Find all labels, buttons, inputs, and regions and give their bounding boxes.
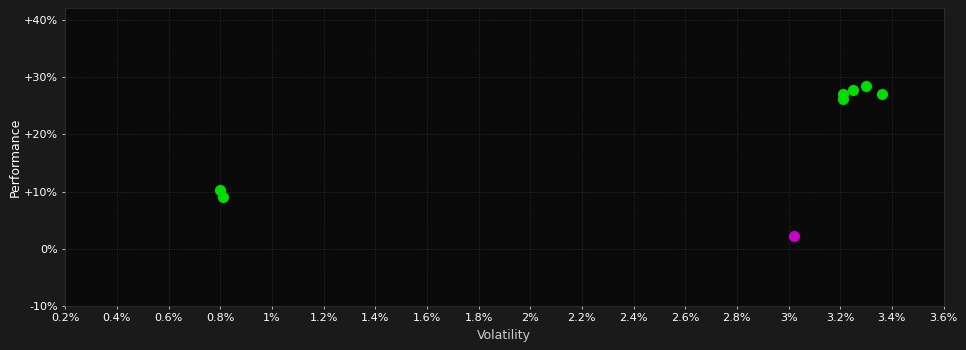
Point <box>874 91 890 97</box>
Point <box>835 96 850 101</box>
Point <box>786 233 802 239</box>
Point <box>859 83 874 89</box>
Point <box>845 87 861 92</box>
Point <box>215 194 231 199</box>
Point <box>213 187 228 193</box>
Point <box>835 91 850 97</box>
Y-axis label: Performance: Performance <box>9 118 21 197</box>
X-axis label: Volatility: Volatility <box>477 329 531 342</box>
